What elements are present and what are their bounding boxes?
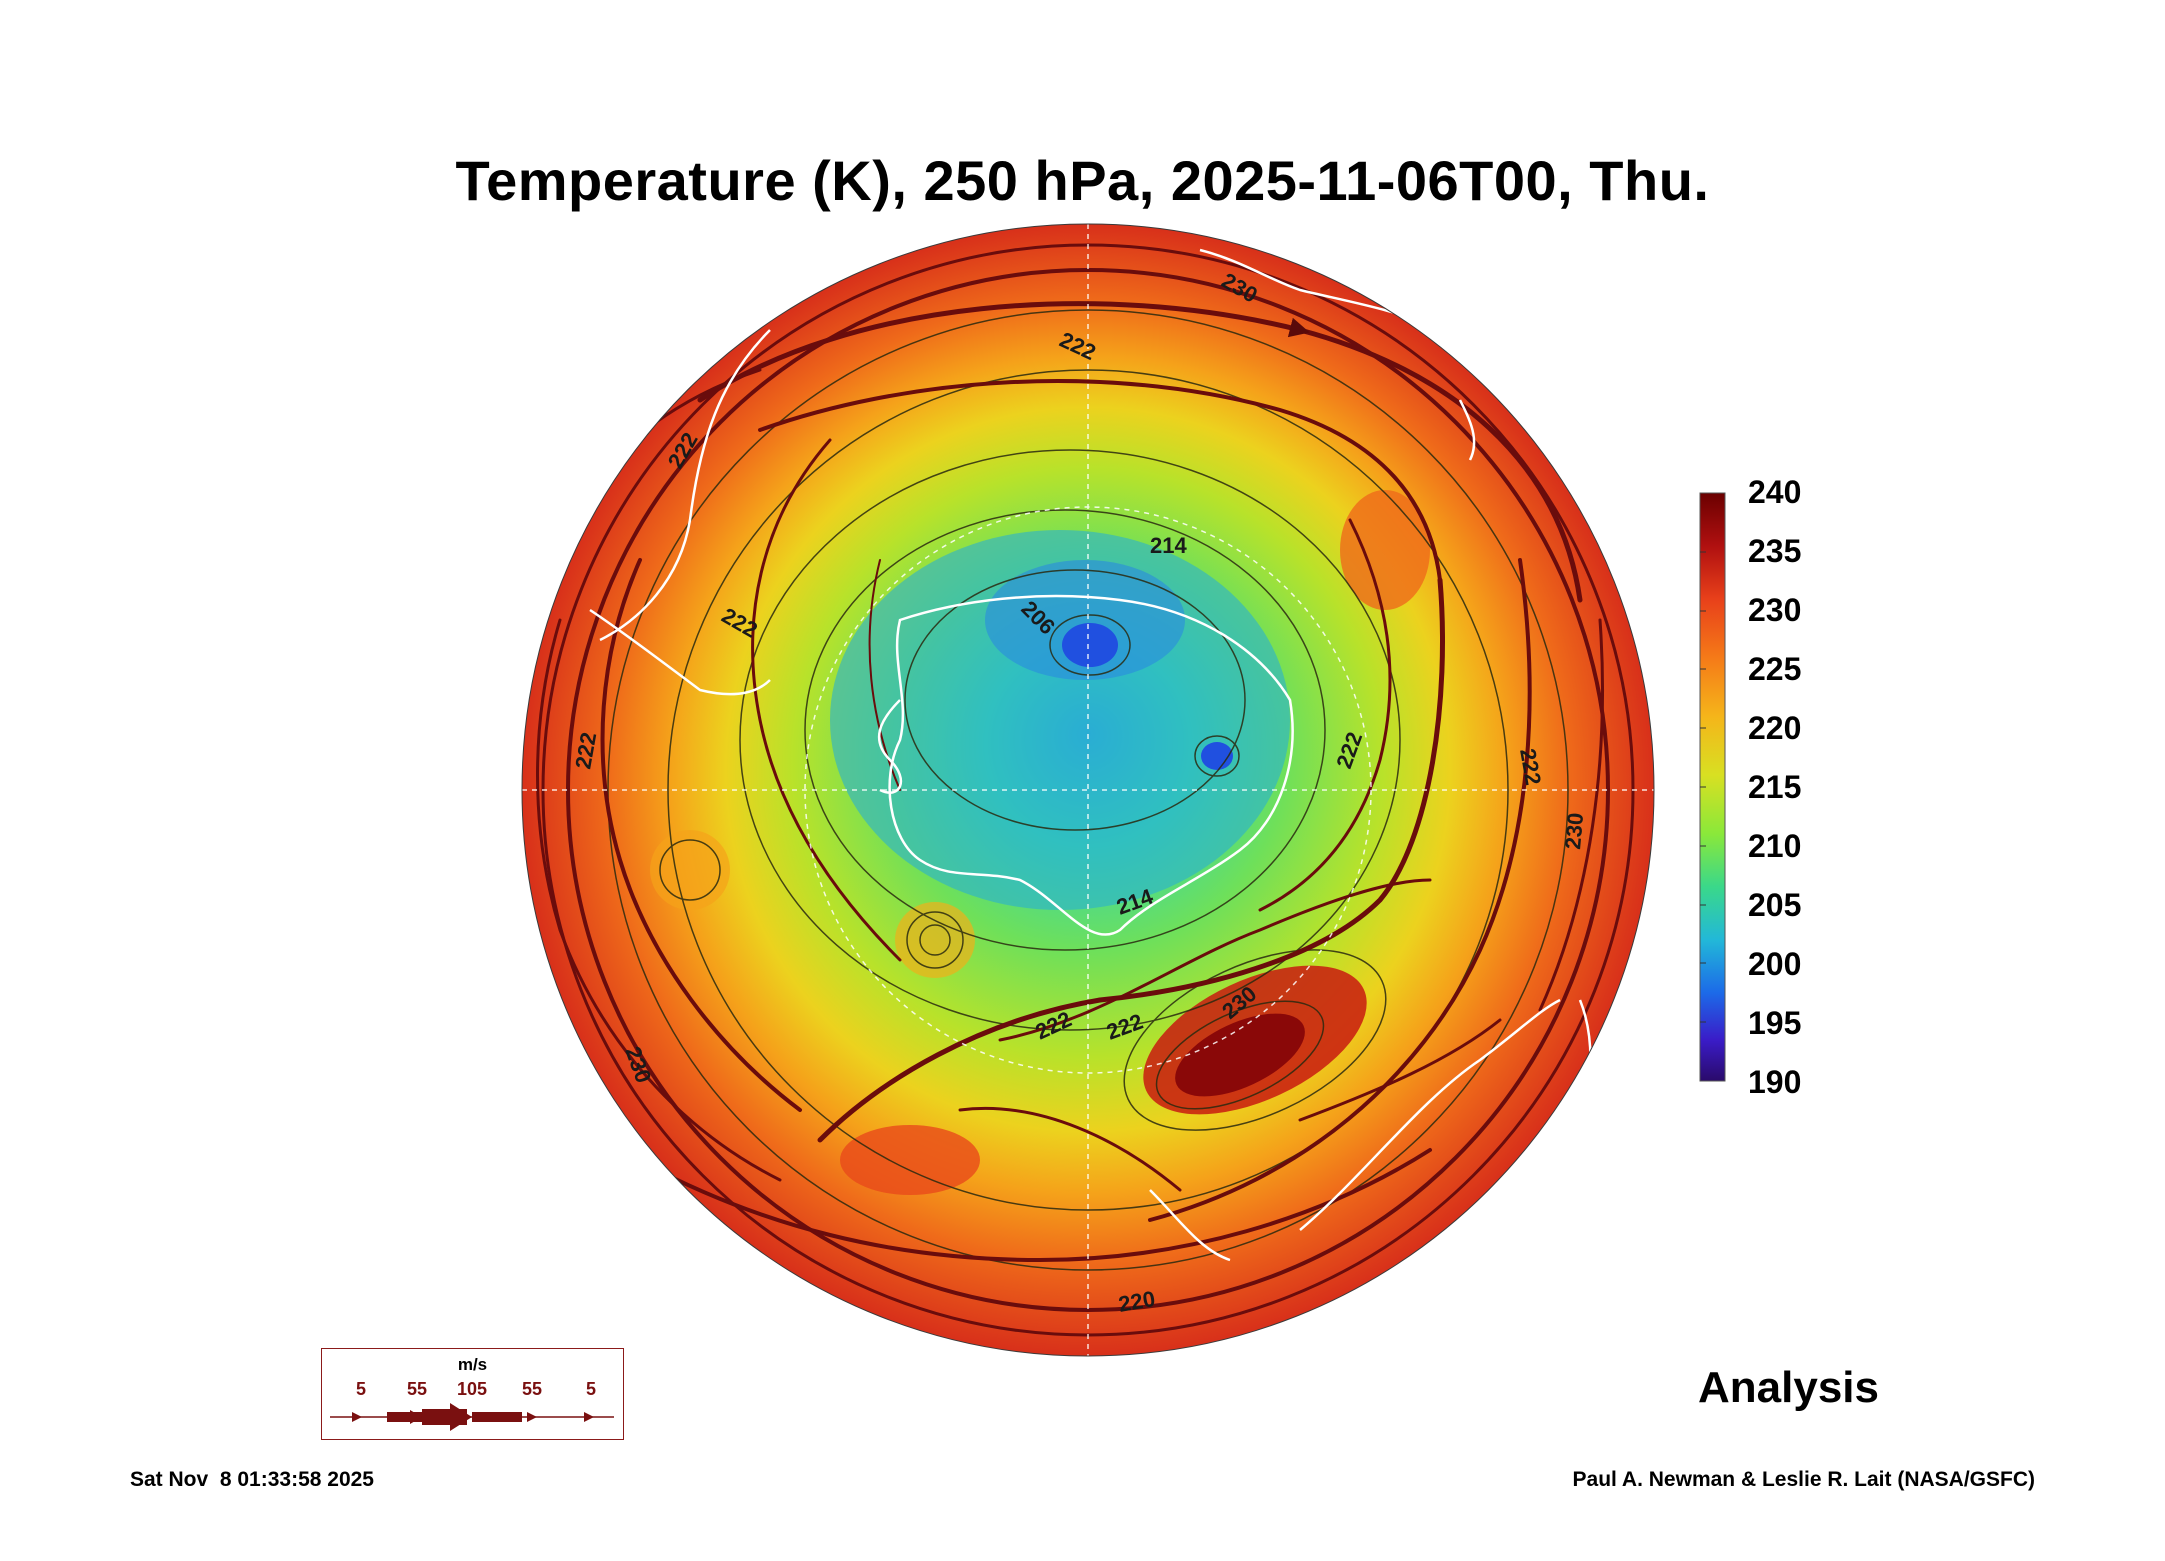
cold-core-north: [985, 560, 1185, 680]
wind-legend-value: 5: [356, 1379, 367, 1399]
wind-legend-unit: m/s: [457, 1355, 488, 1374]
colorbar-tick-label: 225: [1748, 651, 1802, 687]
timestamp: Sat Nov 8 01:33:58 2025: [130, 1468, 374, 1491]
wind-legend-value: 55: [407, 1379, 428, 1399]
colorbar-tick-label: 235: [1748, 533, 1802, 569]
map-boundary: [521, 223, 1655, 1357]
wind-speed-legend: m/s 5 55 105 55 5: [321, 1348, 624, 1440]
cold-spot-2: [1201, 742, 1233, 770]
wind-legend-value: 105: [457, 1379, 488, 1399]
warm-patch-west: [650, 830, 730, 910]
analysis-label: Analysis: [1698, 1363, 1879, 1412]
wind-legend-value: 5: [586, 1379, 597, 1399]
colorbar-tick-label: 230: [1748, 592, 1802, 628]
colorbar-tick-label: 220: [1748, 710, 1802, 746]
colorbar-tick-label: 210: [1748, 828, 1802, 864]
colorbar-tick-label: 200: [1748, 946, 1802, 982]
colorbar-tick-label: 205: [1748, 887, 1802, 923]
colorbar-ticks: [1700, 551, 1706, 1023]
contour-label: 230: [1560, 812, 1588, 851]
cold-spot-1: [1062, 623, 1118, 667]
colorbar-tick-label: 190: [1748, 1064, 1802, 1100]
contour-label: 214: [1150, 533, 1187, 558]
colorbar-tick-label: 195: [1748, 1005, 1802, 1041]
warm-anomaly-core: [1175, 1013, 1305, 1097]
colorbar-tick-label: 240: [1748, 474, 1802, 510]
map-title: Temperature (K), 250 hPa, 2025-11-06T00,…: [455, 149, 1710, 212]
warm-patch-south: [840, 1125, 980, 1195]
credit: Paul A. Newman & Leslie R. Lait (NASA/GS…: [1572, 1468, 2035, 1491]
colorbar-tick-label: 215: [1748, 769, 1802, 805]
isotherm-contours: [607, 309, 1569, 1271]
wind-legend-value: 55: [522, 1379, 543, 1399]
warm-patch-east: [1340, 490, 1430, 610]
lat-lon-grid: [522, 224, 1654, 1356]
wind-legend-arrow: [330, 1403, 614, 1431]
